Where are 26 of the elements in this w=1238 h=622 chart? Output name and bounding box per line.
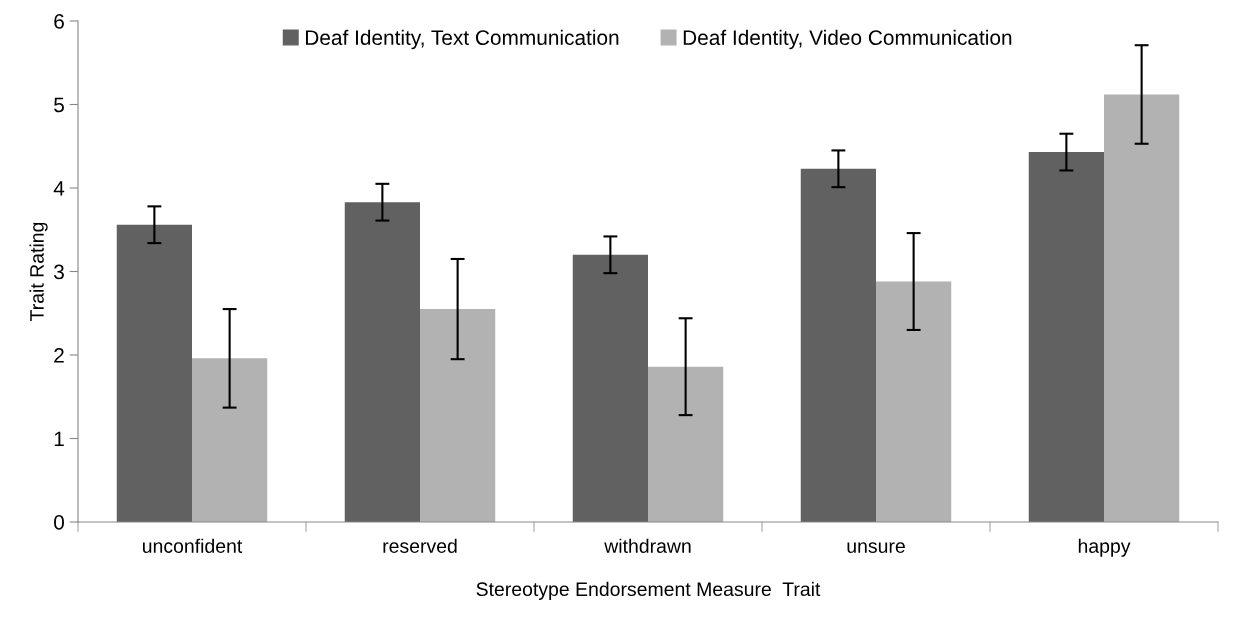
bar [116,224,192,522]
x-tick-label: unsure [847,542,905,553]
legend-label: Deaf Identity, Video Communication [683,29,1012,50]
bar [192,358,268,522]
y-tick-label: 1 [54,431,64,447]
bar [344,202,420,522]
y-tick-label: 4 [53,181,65,196]
y-tick-label: 3 [54,264,64,280]
x-tick-label: reserved [383,538,457,553]
bar [648,366,724,522]
y-tick-label: 5 [54,97,64,113]
y-tick-label: 2 [54,348,64,363]
x-axis-title: Stereotype Endorsement Measure Trait [476,581,821,600]
bar [876,281,952,522]
bar [420,309,496,522]
bar [800,168,876,522]
bar [1028,152,1104,522]
x-tick-label: happy [1078,538,1131,557]
bar [572,254,648,522]
y-tick-label: 6 [54,14,64,29]
legend-label: Deaf Identity, Text Communication [305,29,619,50]
x-tick-label: unconfident [143,538,243,553]
bar [1104,94,1180,522]
x-tick-label: withdrawn [604,538,691,553]
y-tick-label: 0 [54,515,64,530]
y-axis-title: Trait Rating [29,222,48,321]
